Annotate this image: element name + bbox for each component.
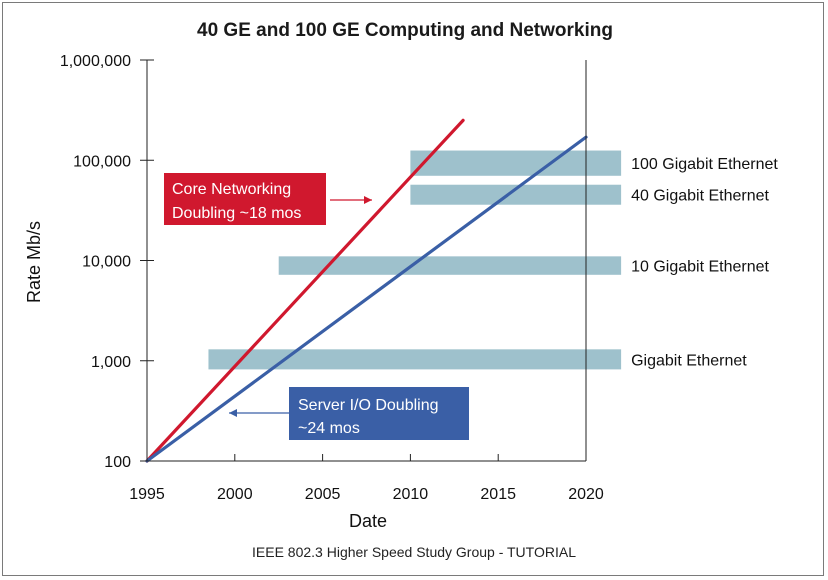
band-group: 100 Gigabit Ethernet 40 Gigabit Ethernet 1… (208, 150, 778, 370)
x-tick-label: 2005 (305, 486, 341, 503)
callout-text-core: Core Networking (172, 181, 291, 198)
callout-text-server: ~24 mos (298, 420, 360, 437)
callout-arrowhead-core (364, 196, 372, 204)
series-line-core (145, 118, 465, 463)
y-tick-label: 10,000 (82, 254, 131, 271)
x-tick-label: 2020 (568, 486, 604, 503)
band-bar (278, 256, 622, 275)
band-bar (410, 150, 622, 176)
callout-box-core (164, 173, 326, 225)
series-group (145, 118, 588, 463)
y-tick-label: 1,000 (91, 354, 131, 371)
callout-arrowhead-server (229, 409, 237, 417)
callout-text-server: Server I/O Doubling (298, 397, 439, 414)
band-label: 10 Gigabit Ethernet (631, 259, 769, 276)
x-tick-label: 2015 (480, 486, 516, 503)
footer-note: IEEE 802.3 Higher Speed Study Group - TU… (252, 544, 576, 560)
x-tick-label: 2000 (217, 486, 253, 503)
band-label: 40 Gigabit Ethernet (631, 188, 769, 205)
callout-box-server (289, 387, 469, 440)
band-label: 100 Gigabit Ethernet (631, 156, 778, 173)
callout-group: Core Networking Doubling ~18 mos Server I/… (164, 173, 469, 440)
band-label: Gigabit Ethernet (631, 352, 747, 369)
callout-text-core: Doubling ~18 mos (172, 205, 301, 222)
y-tick-label: 100,000 (73, 153, 131, 170)
series-line-server (145, 135, 588, 463)
band-bar (410, 184, 622, 205)
chart-title: 40 GE and 100 GE Computing and Networkin… (197, 20, 613, 41)
axes: 100 1,000 10,000 100,000 1,000,000 1995 2000 20… (60, 53, 604, 503)
y-tick-label: 1,000,000 (60, 53, 131, 70)
y-tick-label: 100 (104, 454, 131, 471)
x-tick-label: 1995 (129, 486, 165, 503)
x-axis-label: Date (349, 511, 387, 531)
x-tick-label: 2010 (393, 486, 429, 503)
y-axis-label: Rate Mb/s (24, 221, 44, 303)
band-bar (208, 349, 622, 370)
